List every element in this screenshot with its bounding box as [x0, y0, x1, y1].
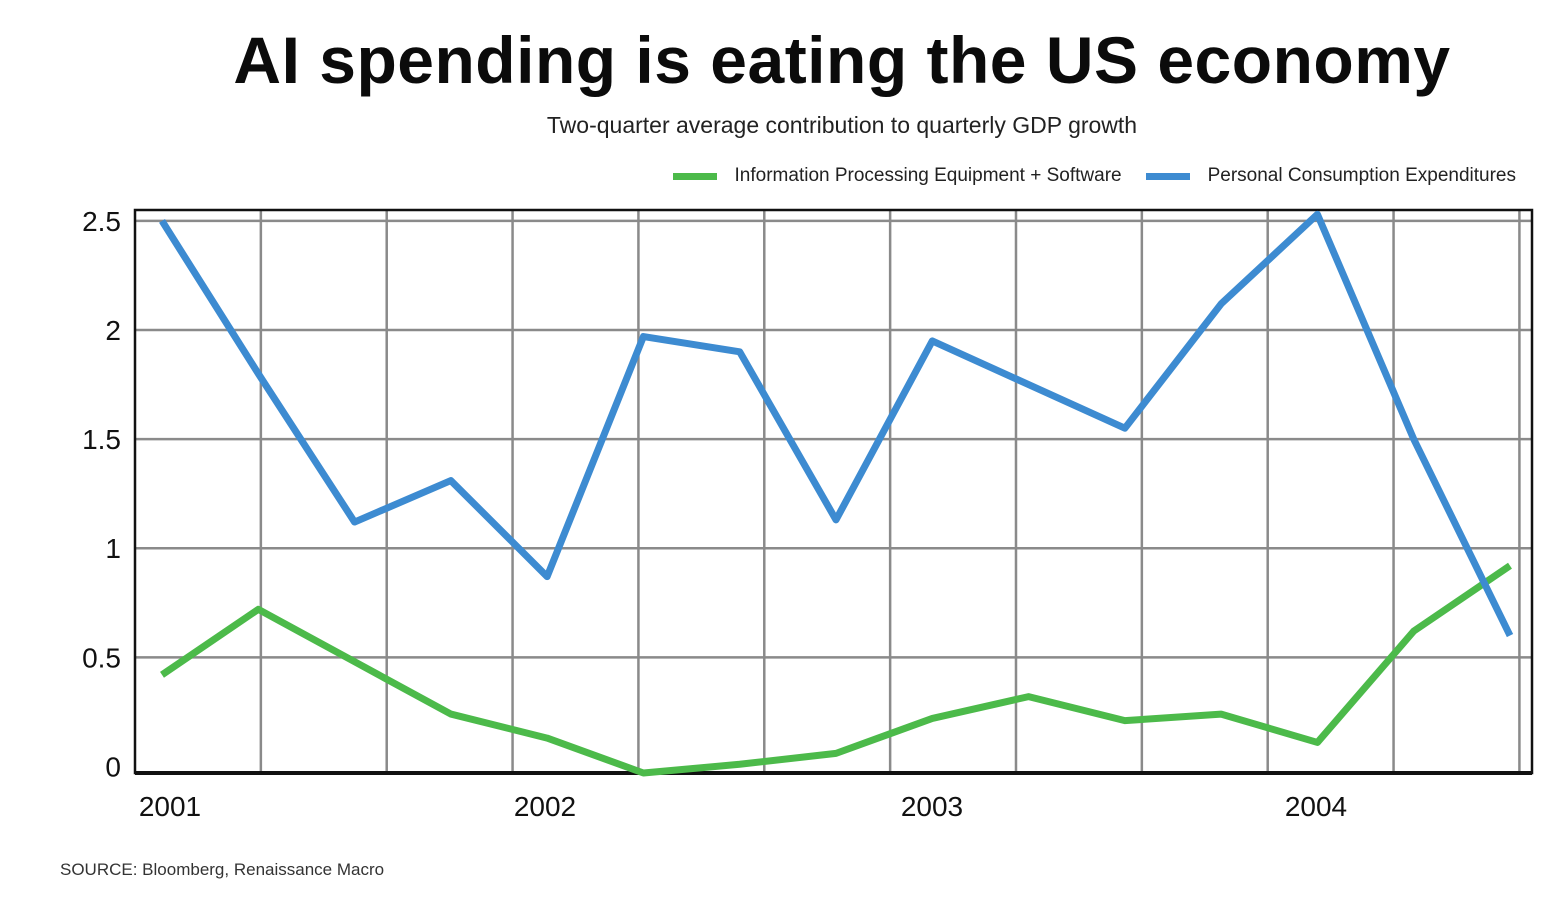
series-line-pce [159, 210, 1514, 638]
legend-swatch-info-processing [672, 172, 717, 180]
source-note: SOURCE: Bloomberg, Renaissance Macro [60, 860, 385, 879]
y-tick-label: 2.5 [82, 206, 121, 237]
legend-swatch-pce [1145, 172, 1190, 180]
series-line-info-processing [160, 562, 1512, 777]
chart-subtitle: Two-quarter average contribution to quar… [546, 112, 1138, 138]
y-tick-label: 1 [105, 533, 121, 564]
legend-label-info-processing: Information Processing Equipment + Softw… [734, 165, 1122, 186]
y-tick-label: 0.5 [82, 642, 121, 673]
x-tick-label: 2003 [901, 791, 963, 822]
x-tick-label: 2004 [1285, 791, 1347, 822]
plot-frame [133, 208, 1534, 775]
y-tick-label: 0 [105, 751, 121, 782]
chart-title: AI spending is eating the US economy [233, 23, 1451, 97]
y-tick-label: 2 [105, 315, 121, 346]
x-tick-label: 2002 [514, 791, 576, 822]
legend-item-info-processing: Information Processing Equipment + Softw… [672, 165, 1122, 187]
y-tick-label: 1.5 [82, 424, 121, 455]
legend-label-pce: Personal Consumption Expenditures [1207, 165, 1516, 186]
legend-item-pce: Personal Consumption Expenditures [1145, 165, 1516, 187]
x-tick-label: 2001 [139, 791, 201, 822]
legend: Information Processing Equipment + Softw… [649, 165, 1516, 187]
